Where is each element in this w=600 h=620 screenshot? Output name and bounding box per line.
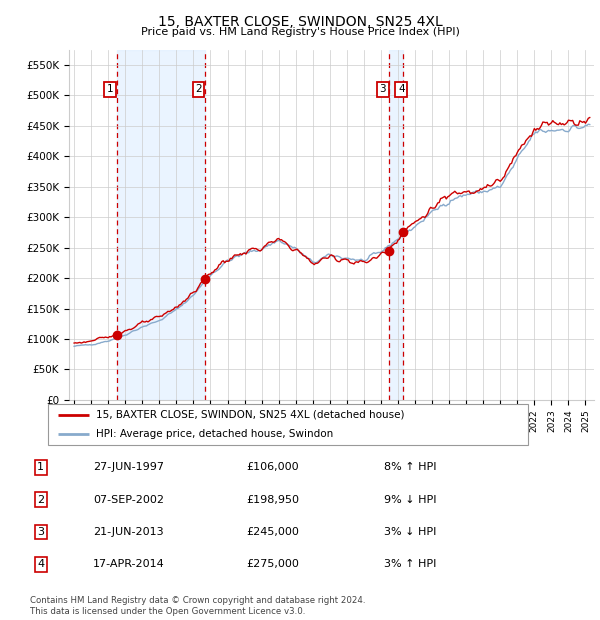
- Text: 07-SEP-2002: 07-SEP-2002: [93, 495, 164, 505]
- Text: 1: 1: [107, 84, 113, 94]
- Text: £106,000: £106,000: [246, 463, 299, 472]
- Bar: [389, 50, 403, 400]
- Text: 3: 3: [37, 527, 44, 537]
- Text: 9% ↓ HPI: 9% ↓ HPI: [384, 495, 437, 505]
- Text: 17-APR-2014: 17-APR-2014: [93, 559, 165, 569]
- FancyBboxPatch shape: [48, 404, 528, 445]
- Text: 15, BAXTER CLOSE, SWINDON, SN25 4XL: 15, BAXTER CLOSE, SWINDON, SN25 4XL: [158, 16, 442, 30]
- Text: Contains HM Land Registry data © Crown copyright and database right 2024.
This d: Contains HM Land Registry data © Crown c…: [30, 596, 365, 616]
- Text: 27-JUN-1997: 27-JUN-1997: [93, 463, 164, 472]
- Text: Price paid vs. HM Land Registry's House Price Index (HPI): Price paid vs. HM Land Registry's House …: [140, 27, 460, 37]
- Text: £198,950: £198,950: [246, 495, 299, 505]
- Text: 15, BAXTER CLOSE, SWINDON, SN25 4XL (detached house): 15, BAXTER CLOSE, SWINDON, SN25 4XL (det…: [96, 410, 404, 420]
- Text: 21-JUN-2013: 21-JUN-2013: [93, 527, 164, 537]
- Text: 3: 3: [379, 84, 386, 94]
- Text: £245,000: £245,000: [246, 527, 299, 537]
- Text: HPI: Average price, detached house, Swindon: HPI: Average price, detached house, Swin…: [96, 429, 333, 439]
- Text: £275,000: £275,000: [246, 559, 299, 569]
- Text: 4: 4: [37, 559, 44, 569]
- Text: 4: 4: [398, 84, 404, 94]
- Text: 2: 2: [195, 84, 202, 94]
- Text: 1: 1: [37, 463, 44, 472]
- Text: 2: 2: [37, 495, 44, 505]
- Text: 3% ↑ HPI: 3% ↑ HPI: [384, 559, 436, 569]
- Text: 3% ↓ HPI: 3% ↓ HPI: [384, 527, 436, 537]
- Bar: [116, 50, 205, 400]
- Text: 8% ↑ HPI: 8% ↑ HPI: [384, 463, 437, 472]
